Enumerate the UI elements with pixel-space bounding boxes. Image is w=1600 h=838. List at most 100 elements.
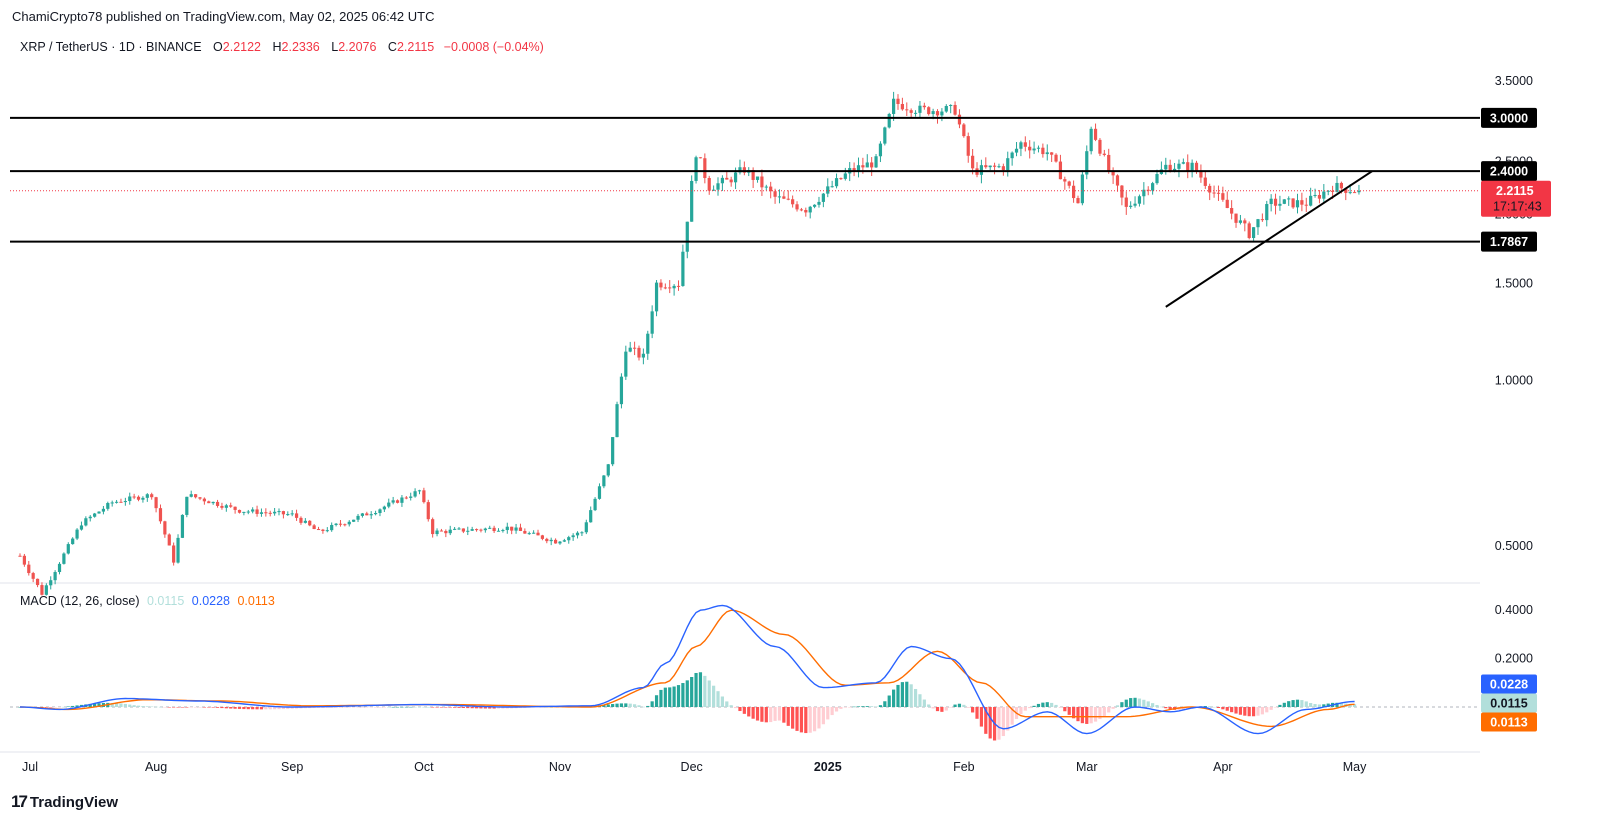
candle-body — [1352, 192, 1357, 194]
macd-histogram-bar — [1076, 707, 1080, 722]
macd-histogram-bar — [1041, 702, 1045, 707]
macd-histogram-bar — [611, 704, 615, 707]
macd-histogram-bar — [251, 707, 255, 710]
low-label: L — [331, 40, 339, 54]
macd-signal-tag-label: 0.0113 — [1490, 716, 1528, 730]
x-tick-label: Oct — [414, 760, 434, 774]
macd-histogram-bar — [852, 706, 856, 708]
macd-histogram-bar — [1230, 707, 1234, 713]
candle-body — [935, 111, 940, 116]
macd-histogram-bar — [71, 705, 75, 707]
macd-histogram-bar — [1054, 704, 1058, 707]
macd-histogram-bar — [738, 707, 742, 712]
macd-histogram-bar — [150, 706, 154, 708]
macd-histogram-bar — [400, 706, 404, 708]
macd-histogram-bar — [672, 686, 676, 707]
candle-body — [619, 376, 624, 405]
candle-body — [220, 505, 224, 508]
candle-body — [27, 564, 31, 574]
candle-body — [540, 535, 545, 539]
candle-body — [194, 494, 198, 498]
tv-logo-icon: 17 — [11, 792, 28, 811]
candle-body — [1098, 139, 1102, 154]
candle-body — [277, 511, 281, 513]
macd-histogram-bar — [404, 706, 408, 708]
macd-histogram-bar — [277, 707, 281, 710]
candle-body — [733, 172, 738, 183]
candle-body — [690, 180, 694, 222]
macd-histogram-bar — [1159, 706, 1163, 708]
macd-histogram-bar — [224, 707, 228, 709]
candle-body — [1335, 182, 1339, 192]
x-tick-label: 2025 — [814, 760, 842, 774]
candle-body — [984, 165, 988, 168]
candle-body — [1102, 153, 1106, 155]
candle-body — [593, 498, 597, 511]
candle-body — [852, 168, 856, 172]
candle-body — [255, 509, 259, 514]
macd-histogram-bar — [1322, 704, 1326, 707]
macd-histogram-bar — [501, 707, 505, 709]
candle-body — [268, 512, 272, 514]
signal-line — [19, 609, 1355, 728]
candle-body — [1177, 163, 1181, 169]
macd-histogram-bar — [1098, 707, 1102, 720]
candle-body — [1243, 220, 1247, 224]
macd-histogram-bar — [984, 707, 988, 734]
candle-body — [422, 490, 426, 503]
candle-body — [299, 517, 303, 523]
macd-histogram-bar — [273, 707, 277, 710]
candle-body — [474, 529, 479, 531]
macd-histogram-bar — [431, 707, 435, 708]
macd-histogram-bar — [922, 699, 926, 707]
candle-body — [1111, 171, 1115, 176]
macd-histogram-bar — [413, 706, 417, 708]
macd-histogram-bar — [769, 707, 773, 723]
candle-body — [22, 555, 26, 565]
countdown-label: 17:17:43 — [1493, 200, 1542, 214]
macd-histogram-bar — [417, 706, 422, 708]
candle-body — [35, 578, 40, 586]
candle-body — [685, 221, 689, 252]
change-value: −0.0008 (−0.04%) — [443, 40, 544, 54]
candle-body — [777, 196, 782, 198]
macd-histogram-bar — [1036, 703, 1041, 707]
candle-body — [246, 511, 250, 513]
candle-body — [992, 165, 997, 167]
macd-hist-tag-label: 0.0115 — [1490, 697, 1528, 711]
candle-body — [163, 521, 167, 535]
candle-body — [716, 183, 720, 190]
macd-histogram-bar — [40, 707, 44, 708]
macd-histogram-bar — [747, 707, 751, 717]
macd-tick-label: 0.2000 — [1495, 652, 1533, 666]
candle-body — [597, 486, 602, 499]
macd-histogram-bar — [1133, 697, 1137, 707]
macd-histogram-bar — [1251, 707, 1256, 717]
macd-histogram-bar — [654, 695, 659, 707]
levels — [10, 116, 1480, 243]
macd-histogram-bar — [615, 703, 619, 707]
candle-body — [949, 104, 953, 107]
candle-body — [1199, 171, 1203, 178]
candle-body — [1001, 166, 1005, 171]
candle-body — [128, 496, 132, 502]
candle-body — [703, 158, 707, 179]
candle-body — [834, 178, 839, 187]
macd-histogram-bar — [804, 707, 808, 734]
y-tick-label: 3.5000 — [1495, 74, 1533, 88]
macd-histogram-bar — [360, 707, 365, 708]
candle-body — [988, 165, 992, 168]
candle-body — [417, 490, 422, 492]
macd-histogram-bar — [690, 677, 694, 707]
macd-histogram-bar — [633, 704, 637, 707]
tradingview-logo[interactable]: 17 TradingView — [11, 792, 118, 812]
candle-body — [373, 513, 378, 515]
macd-histogram-bar — [975, 707, 979, 719]
candle-body — [1076, 198, 1080, 204]
macd-histogram-bar — [268, 707, 272, 710]
candle-body — [913, 112, 918, 114]
candle-body — [53, 572, 57, 581]
candle-body — [628, 347, 632, 352]
macd-histogram-bar — [1309, 702, 1313, 707]
